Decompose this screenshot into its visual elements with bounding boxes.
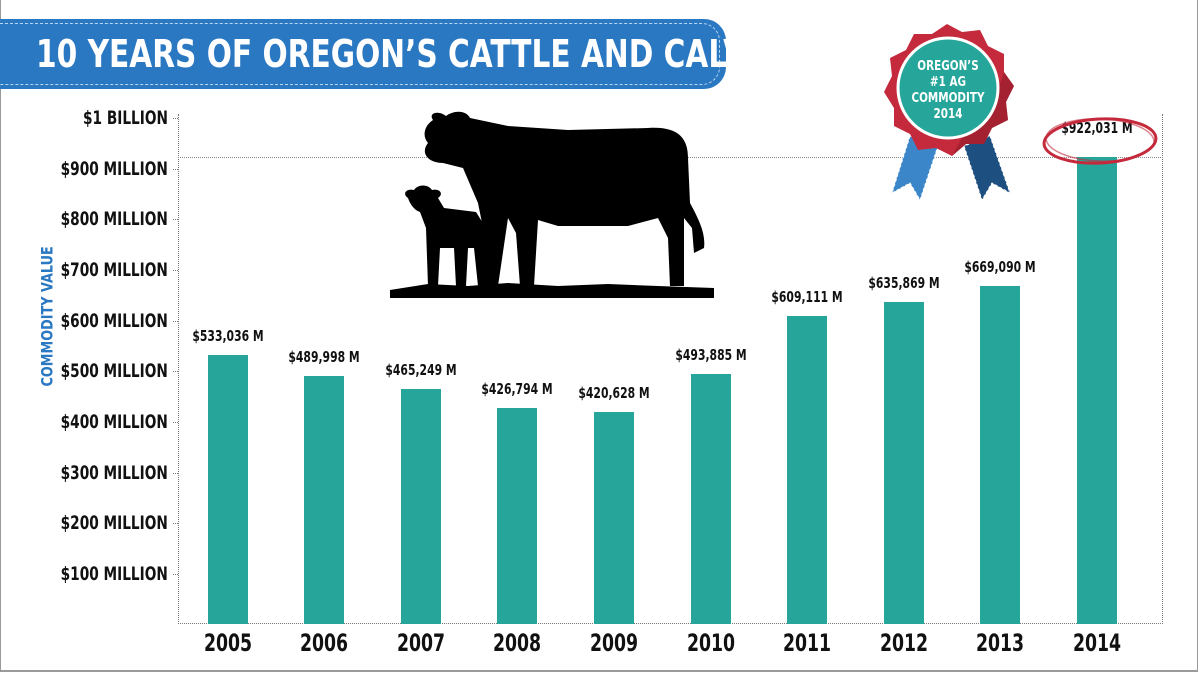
data-label-2005: $533,036 M [191, 326, 264, 345]
data-label-2008: $426,794 M [481, 380, 553, 399]
cow-and-calf-silhouette-icon [390, 111, 714, 298]
bar-2013 [980, 285, 1021, 624]
y-tick-label: $600 MILLION [60, 309, 168, 332]
y-tick-mark [173, 168, 178, 170]
bar-2012 [883, 302, 924, 624]
data-label-2006: $489,998 M [288, 348, 360, 367]
red-hand-drawn-circle-icon [1042, 117, 1158, 165]
x-tick-label-2009: 2009 [589, 629, 638, 657]
y-tick-label: $100 MILLION [60, 562, 168, 585]
y-tick-label: $900 MILLION [60, 157, 168, 180]
data-label-2014: $922,031 M [1061, 119, 1133, 138]
x-tick-label-2013: 2013 [976, 629, 1025, 657]
data-label-2009: $420,628 M [578, 383, 650, 402]
badge-line-2: #1 AG [930, 74, 966, 89]
x-tick-label-2012: 2012 [879, 629, 928, 657]
x-tick-label-2011: 2011 [783, 629, 832, 657]
x-tick-label-2006: 2006 [300, 629, 349, 657]
data-label-2013: $669,090 M [964, 257, 1036, 276]
x-tick-label-2014: 2014 [1072, 629, 1121, 657]
plot-area [178, 114, 1163, 624]
y-axis-title: COMMODITY VALUE [37, 246, 57, 387]
badge-line-4: 2014 [934, 106, 963, 121]
y-tick-label: $300 MILLION [60, 461, 168, 484]
x-tick-label-2007: 2007 [396, 629, 445, 657]
bar-2014 [1076, 157, 1117, 624]
award-ribbon-badge-icon: OREGON’S #1 AG COMMODITY 2014 [884, 24, 1014, 202]
y-tick-mark [173, 118, 178, 119]
data-label-2010: $493,885 M [674, 346, 747, 365]
data-label-2012: $635,869 M [868, 274, 940, 293]
badge-line-1: OREGON’S [917, 58, 978, 73]
bar-2006 [304, 376, 345, 624]
banner-stitching [0, 23, 720, 85]
bar-2008 [497, 408, 538, 624]
bar-2011 [787, 316, 828, 624]
x-tick-label-2008: 2008 [493, 629, 542, 657]
y-tick-mark [173, 269, 178, 271]
y-tick-label: $200 MILLION [60, 512, 168, 535]
y-tick-label: $1 BILLION [83, 107, 168, 129]
x-tick-label-2010: 2010 [686, 629, 735, 657]
bar-2009 [593, 411, 634, 624]
y-tick-label: $400 MILLION [60, 410, 168, 433]
data-label-2007: $465,249 M [385, 360, 457, 379]
y-tick-label: $800 MILLION [60, 208, 168, 231]
y-tick-mark [173, 219, 178, 221]
data-label-2011: $609,111 M [771, 288, 843, 307]
y-tick-mark [173, 421, 178, 423]
y-tick-label: $700 MILLION [60, 258, 168, 281]
bar-2007 [400, 388, 441, 624]
title-banner: 10 YEARS OF OREGON’S CATTLE AND CALVES [0, 19, 788, 89]
x-tick-label-2005: 2005 [203, 629, 252, 657]
bar-2010 [690, 374, 731, 624]
badge-line-3: COMMODITY [911, 90, 985, 105]
y-tick-mark [173, 472, 178, 474]
y-tick-mark [173, 523, 178, 525]
y-tick-label: $500 MILLION [60, 360, 168, 383]
chart-title: 10 YEARS OF OREGON’S CATTLE AND CALVES [36, 32, 788, 76]
y-tick-mark [173, 320, 178, 322]
y-tick-mark [173, 573, 178, 575]
bar-2005 [207, 354, 248, 624]
y-tick-mark [173, 371, 178, 373]
